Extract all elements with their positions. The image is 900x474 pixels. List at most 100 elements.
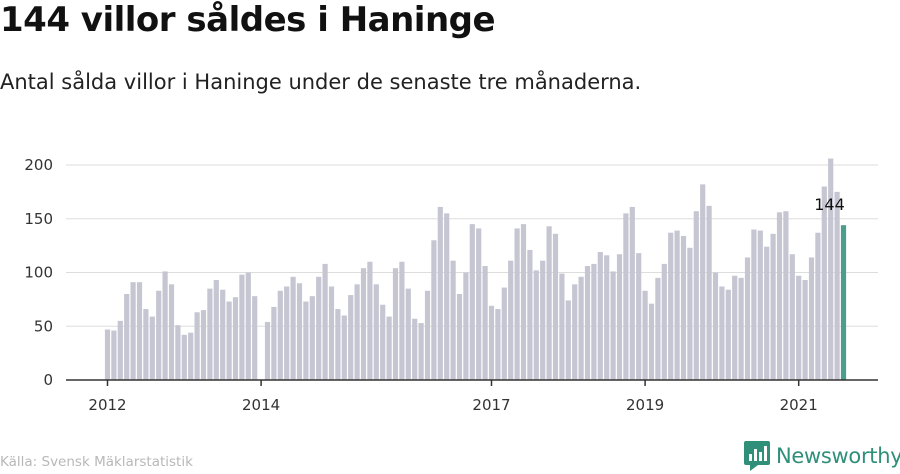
bar [501, 287, 507, 380]
bar [296, 283, 303, 380]
bar [322, 263, 328, 380]
y-tick-label: 200 [24, 156, 53, 174]
bar [783, 211, 789, 380]
bar [316, 276, 322, 380]
bar [156, 290, 162, 380]
bar [744, 257, 751, 380]
bar [392, 268, 399, 380]
bar [834, 191, 840, 381]
bar [373, 284, 379, 380]
bar [444, 213, 450, 381]
bar [412, 318, 418, 380]
bar [188, 332, 194, 380]
bar [463, 272, 469, 380]
bar [162, 271, 168, 380]
bar [456, 294, 463, 380]
bar [181, 334, 187, 380]
chart-title: 144 villor såldes i Haninge [0, 0, 496, 40]
bar [540, 260, 546, 380]
x-tick-label: 2012 [88, 396, 126, 414]
bar [648, 303, 655, 380]
bar [514, 228, 520, 380]
bar [572, 284, 578, 380]
y-tick-label: 0 [43, 371, 53, 389]
bar [661, 263, 667, 380]
bar [552, 233, 559, 380]
bar [284, 286, 290, 380]
bar [405, 288, 411, 381]
bar [175, 325, 181, 380]
bar [271, 306, 277, 380]
bar [629, 206, 635, 380]
bar [520, 224, 527, 381]
bar [546, 226, 552, 380]
bar [431, 240, 437, 380]
bar [828, 158, 834, 380]
bar [335, 309, 341, 380]
highlight-value-label: 144 [814, 195, 845, 214]
bar [450, 260, 456, 380]
bar [309, 296, 315, 380]
bar [508, 260, 514, 380]
bar [354, 284, 360, 380]
bar [117, 320, 123, 381]
bar [687, 247, 693, 380]
bar [130, 282, 136, 380]
bar [706, 205, 712, 380]
bar [802, 280, 808, 380]
bar [226, 301, 232, 380]
bar [591, 263, 597, 380]
bar [194, 312, 200, 380]
bar [341, 315, 347, 380]
bar [732, 275, 738, 380]
bar [399, 261, 405, 380]
bar [264, 321, 271, 380]
bar [348, 295, 354, 380]
bar [367, 261, 373, 380]
bar [290, 276, 296, 380]
bar [437, 206, 443, 380]
bar [578, 276, 584, 380]
bar [252, 296, 258, 380]
bar [770, 233, 776, 380]
bar-chart: 0 50 100 150 200 144 2012 2014 2017 2019 2021 [24, 156, 878, 414]
bar [220, 289, 226, 380]
newsworthy-logo-icon [744, 441, 770, 471]
chart-subtitle: Antal sålda villor i Haninge under de se… [0, 70, 642, 94]
bar [565, 300, 571, 380]
bar [418, 323, 424, 380]
bar [213, 280, 219, 380]
bar [136, 282, 143, 380]
brand-logo: Newsworthy [744, 440, 900, 472]
bar [143, 309, 149, 380]
bar [584, 266, 591, 380]
bar [808, 257, 815, 380]
brand-name: Newsworthy [776, 444, 900, 468]
bar [610, 271, 616, 380]
bar [616, 254, 623, 380]
bar [277, 290, 283, 380]
bar [764, 246, 770, 380]
bar [815, 232, 821, 380]
highlight-bar [840, 225, 847, 380]
bar [789, 254, 795, 380]
bar [725, 289, 731, 380]
bar [604, 255, 610, 380]
bar [424, 290, 431, 380]
x-tick-label: 2021 [780, 396, 818, 414]
bar [380, 304, 386, 380]
bar [527, 249, 533, 380]
bar [796, 275, 802, 380]
bar [738, 277, 744, 381]
bar [623, 213, 629, 381]
bar [533, 270, 539, 380]
bar [821, 186, 827, 380]
bar [232, 297, 239, 380]
bar [111, 330, 117, 380]
bar [476, 228, 482, 380]
bar [482, 266, 488, 380]
bar [239, 274, 245, 380]
bar [488, 305, 495, 380]
x-tick-label: 2017 [472, 396, 510, 414]
x-tick-label: 2019 [626, 396, 664, 414]
